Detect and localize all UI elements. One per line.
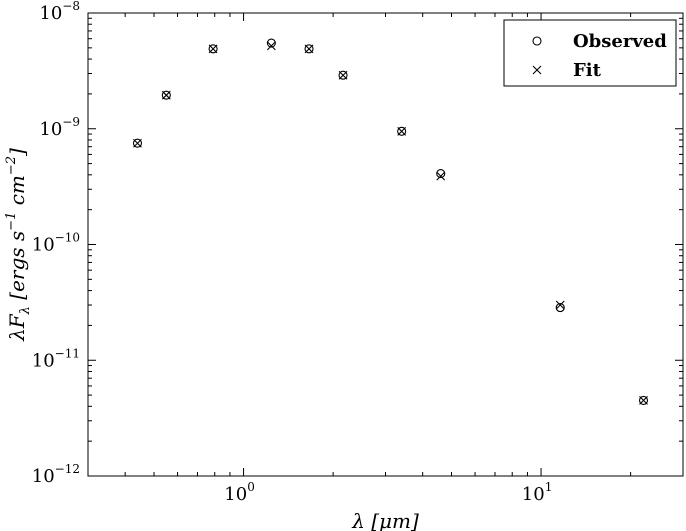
x-tick-label: 101: [522, 480, 553, 505]
y-tick-label: 10−8: [39, 0, 80, 24]
fit-point: [161, 90, 171, 100]
observed-point: [266, 38, 276, 48]
fit-point: [338, 70, 348, 80]
observed-point: [304, 44, 314, 54]
observed-point: [208, 44, 218, 54]
fit-point: [266, 41, 276, 51]
legend-observed-marker: [532, 36, 542, 46]
y-tick-label: 10−12: [32, 462, 80, 487]
observed-point: [132, 138, 143, 148]
observed-point: [555, 303, 565, 313]
fit-point: [436, 171, 446, 181]
observed-point: [436, 169, 446, 179]
y-tick-label: 10−9: [39, 115, 80, 140]
y-tick-label: 10−10: [32, 231, 80, 256]
legend-label: Fit: [573, 60, 602, 81]
legend-box: [503, 19, 677, 87]
observed-point: [397, 126, 407, 136]
fit-point: [208, 44, 218, 54]
observed-point: [638, 395, 649, 405]
fit-point: [133, 138, 142, 148]
observed-point: [161, 90, 171, 100]
legend-fit-marker: [532, 65, 542, 75]
fit-point: [304, 44, 314, 54]
observed-point: [338, 70, 348, 80]
fit-point: [639, 396, 648, 405]
y-tick-label: 10−11: [32, 346, 80, 371]
x-axis-label: λ [μm]: [351, 509, 419, 531]
y-axis-label: λFλ [ergs s−1 cm−2]: [4, 148, 33, 342]
fit-point: [397, 126, 407, 136]
x-tick-label: 100: [224, 480, 255, 505]
fit-point: [555, 300, 565, 310]
legend: Observed Fit: [503, 19, 677, 87]
legend-label: Observed: [573, 31, 667, 52]
